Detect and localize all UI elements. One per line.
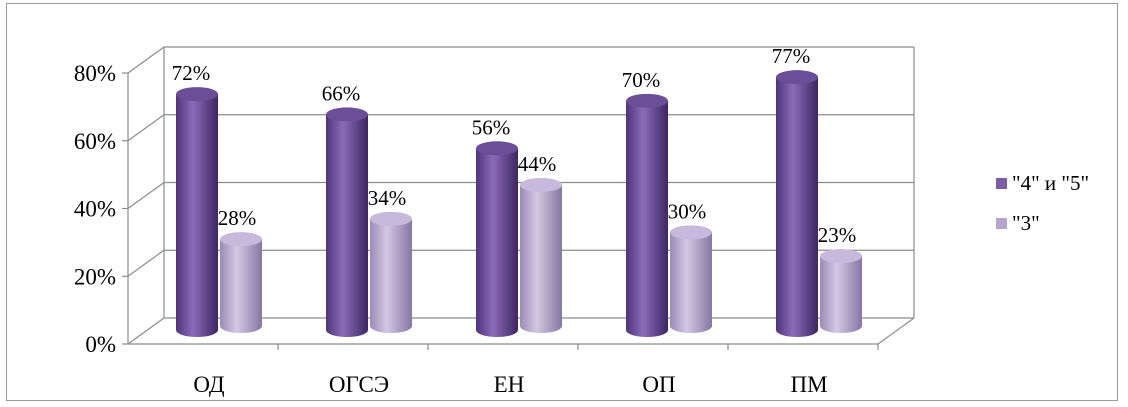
bar-grade-3 [820, 249, 862, 333]
bar-grade-4-5 [476, 141, 518, 337]
bar-grade-4-5 [776, 70, 818, 337]
legend-swatch [996, 178, 1007, 189]
legend-swatch [996, 218, 1007, 229]
x-tick-label: ОП [642, 372, 675, 397]
bar-grade-4-5 [626, 93, 668, 337]
legend-entry: "3" [1012, 211, 1040, 235]
bar-grade-3 [220, 232, 262, 333]
bar-top [520, 177, 562, 192]
chart-data-labels: 72% 28% 66% 34% 56% 44% 70% 30% 77% 23% [172, 44, 857, 247]
y-tick-label: 40% [74, 197, 116, 222]
data-label: 34% [368, 186, 407, 210]
y-tick-label: 80% [74, 61, 116, 86]
bar-grade-3 [520, 177, 562, 333]
bar-body [176, 94, 218, 337]
x-tick-label: ЕН [494, 372, 525, 397]
bar-top [220, 232, 262, 247]
data-label: 23% [818, 223, 857, 247]
y-tick-label: 0% [85, 332, 116, 357]
bar-body [776, 77, 818, 337]
bar-body [626, 100, 668, 337]
x-tick-label: ОГСЭ [329, 372, 389, 397]
bar-body [370, 218, 412, 333]
data-label: 70% [622, 68, 661, 92]
bar-top [476, 141, 518, 156]
floor-edge [877, 317, 915, 345]
bar-grade-4-5 [326, 107, 368, 337]
bar-top [370, 211, 412, 226]
chart-axes: 0% 20% 40% 60% 80% ОД ОГСЭ ЕН ОП ПМ [74, 61, 915, 397]
bar-top [820, 249, 862, 264]
data-label: 30% [668, 199, 707, 223]
bar-top [670, 225, 712, 240]
bar-grade-4-5 [176, 87, 218, 337]
bar-grade-3 [370, 211, 412, 333]
chart-legend: "4" и "5" "3" [996, 171, 1089, 235]
bar-top [776, 70, 818, 85]
x-tick-label: ПМ [790, 372, 827, 397]
chart-bars [176, 70, 862, 337]
x-tick-label: ОД [193, 372, 224, 397]
legend-entry: "4" и "5" [1012, 171, 1089, 195]
bar-top [626, 93, 668, 108]
bar-body [820, 256, 862, 333]
bar-grade-3 [670, 225, 712, 333]
data-label: 44% [518, 152, 557, 176]
bar-body [476, 148, 518, 337]
data-label: 72% [172, 61, 211, 85]
bar-body [326, 114, 368, 337]
bar-top [326, 107, 368, 122]
y-tick-label: 20% [74, 264, 116, 289]
bar-body [520, 184, 562, 333]
data-label: 28% [218, 206, 257, 230]
bar-body [670, 232, 712, 333]
data-label: 77% [772, 44, 811, 68]
y-tick-label: 60% [74, 129, 116, 154]
bar-top [176, 87, 218, 102]
data-label: 66% [322, 81, 361, 105]
data-label: 56% [472, 115, 511, 139]
bar-body [220, 239, 262, 333]
